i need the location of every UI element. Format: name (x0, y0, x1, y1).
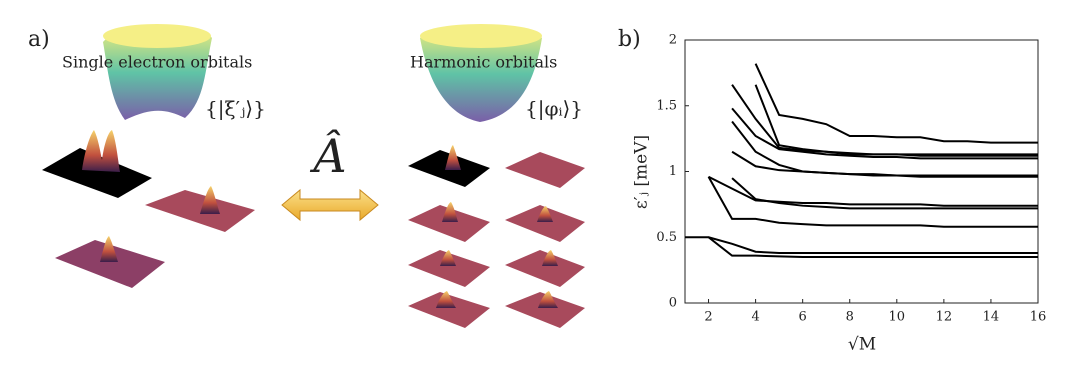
orbital-plane (505, 250, 585, 287)
series-line (754, 84, 1038, 156)
x-tick-label: 4 (751, 310, 759, 325)
orbital-peak (440, 250, 456, 266)
series-line (707, 176, 1038, 228)
orbital-plane (145, 190, 255, 232)
operator: Â (309, 128, 346, 183)
series-line (708, 175, 1038, 207)
orbital-plane (408, 205, 490, 242)
plot-frame (684, 39, 1039, 304)
orbital-peak (200, 186, 220, 214)
left-title: Single electron orbitals (62, 53, 252, 72)
series-line (754, 63, 1038, 144)
series-line (731, 177, 1038, 210)
panel-label: b) (618, 27, 641, 52)
right-title: Harmonic orbitals (410, 53, 557, 72)
series-line (731, 120, 1038, 178)
panel-label: a) (28, 27, 50, 52)
y-tick-label: 1.5 (656, 98, 677, 113)
y-tick-label: 0.5 (656, 230, 677, 245)
series-line (708, 236, 1038, 255)
x-tick-label: 8 (846, 310, 854, 325)
double-arrow (281, 188, 379, 222)
orbital-plane (505, 205, 585, 242)
orbital-peak (436, 291, 456, 308)
y-tick-label: 2 (669, 33, 677, 48)
series-line (685, 236, 1038, 258)
orbital-peak (82, 130, 120, 172)
orbital-peak (100, 236, 118, 262)
harmonic-grid (408, 145, 585, 328)
diagram: a) Single electron orbitals Harmonic orb… (28, 24, 585, 328)
orbital-plane (505, 292, 585, 328)
orbital-peak (538, 291, 558, 308)
bowl-rim (420, 24, 542, 48)
potential-bowl (103, 25, 212, 120)
orbital-plane (408, 250, 490, 287)
series-line (731, 84, 1038, 157)
left-set: {|ξ′ⱼ⟩} (205, 97, 266, 122)
orbital-plane (55, 240, 165, 288)
x-tick-label: 16 (1030, 310, 1047, 325)
orbital-peak (537, 206, 553, 222)
y-axis-label: ε′ⱼ [meV] (632, 135, 652, 209)
orbital-plane (408, 292, 490, 328)
orbital-plane (505, 152, 585, 188)
orbital-plane (42, 148, 152, 198)
orbital-peak (442, 202, 458, 222)
bowl-rim (103, 24, 211, 48)
y-tick-label: 0 (669, 296, 677, 311)
orbital-peak (445, 145, 461, 170)
x-tick-label: 10 (889, 310, 906, 325)
harmonic-bowl (420, 26, 542, 122)
y-tick-label: 1 (669, 164, 677, 179)
x-tick-label: 6 (799, 310, 807, 325)
series-line (731, 107, 1038, 160)
x-tick-label: 12 (936, 310, 953, 325)
x-tick-label: 2 (704, 310, 712, 325)
orbital-peak (542, 250, 558, 266)
x-axis-label: √M (848, 335, 876, 355)
x-tick-label: 14 (983, 310, 1000, 325)
right-set: {|φᵢ⟩} (525, 97, 583, 122)
